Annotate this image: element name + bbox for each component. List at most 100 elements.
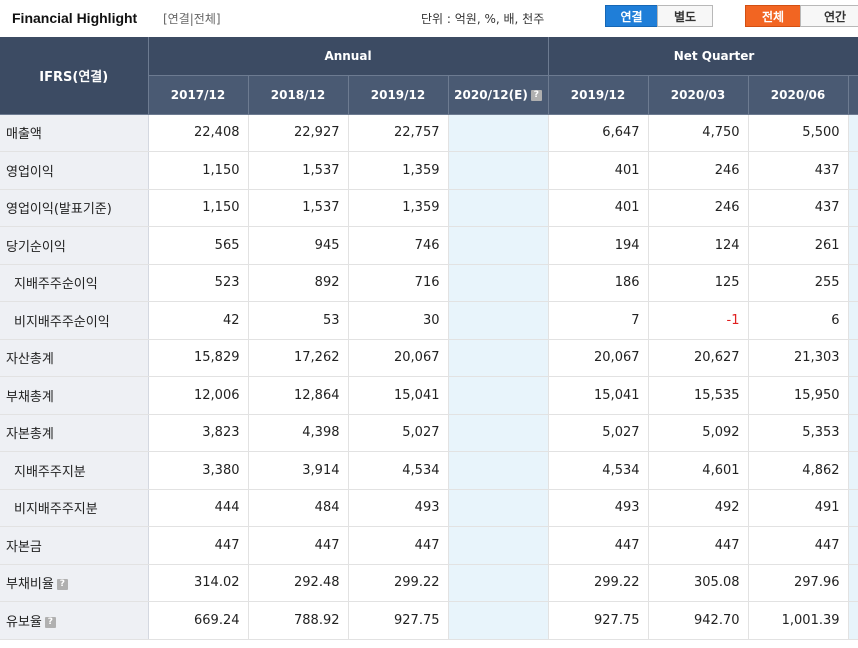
table-row: 비지배주주순이익 42 53 30 7 -1 6 <box>0 301 858 340</box>
row-label: 자본금 <box>0 526 149 565</box>
table-cell: 437 <box>748 151 849 190</box>
table-cell: 5,353 <box>748 414 849 452</box>
table-cell-overflow <box>848 264 858 302</box>
page-subtitle: [연결|전체] <box>163 12 221 26</box>
table-row: 부채비율? 314.02 292.48 299.22 299.22 305.08 297.9… <box>0 564 858 602</box>
table-cell: 6 <box>748 301 849 340</box>
table-cell: 6,647 <box>548 114 649 152</box>
table-cell: 20,627 <box>648 339 749 377</box>
table-cell: 3,823 <box>148 414 249 452</box>
toggle-annual[interactable]: 연간 <box>800 5 858 27</box>
toggle-consolidated[interactable]: 연결 <box>605 5 658 27</box>
table-cell: 292.48 <box>248 564 349 602</box>
annual-group-header: Annual <box>148 37 549 76</box>
table-cell: 401 <box>548 151 649 190</box>
table-cell: 5,500 <box>748 114 849 152</box>
page-title: Financial Highlight <box>12 10 138 26</box>
row-label-text: 당기순이익 <box>6 239 66 255</box>
column-header: 2020/03 <box>648 75 749 115</box>
table-cell: 186 <box>548 264 649 302</box>
ifrs-header: IFRS(연결) <box>0 37 149 115</box>
row-label: 자산총계 <box>0 339 149 377</box>
financial-highlight-table: IFRS(연결) Annual Net Quarter 2017/12 2018/… <box>0 37 858 640</box>
table-cell: 5,027 <box>348 414 449 452</box>
table-cell: -1 <box>648 301 749 340</box>
row-label-text: 자산총계 <box>6 352 54 368</box>
unit-label: 단위 : 억원, %, 배, 천주 <box>421 12 545 26</box>
table-cell: 246 <box>648 189 749 227</box>
table-cell-overflow <box>848 301 858 340</box>
table-cell: 299.22 <box>548 564 649 602</box>
table-cell: 492 <box>648 489 749 527</box>
row-label-text: 자본총계 <box>6 427 54 443</box>
row-label: 지배주주순이익 <box>0 264 149 302</box>
table-cell-overflow <box>848 151 858 190</box>
row-label-text: 영업이익(발표기준) <box>6 202 112 218</box>
table-row: 유보율? 669.24 788.92 927.75 927.75 942.70 1,001.… <box>0 601 858 640</box>
table-row: 지배주주지분 3,380 3,914 4,534 4,534 4,601 4,862 <box>0 451 858 490</box>
table-row: 지배주주순이익 523 892 716 186 125 255 <box>0 264 858 302</box>
row-label: 부채비율? <box>0 564 149 602</box>
column-header: 2017/12 <box>148 75 249 115</box>
table-cell: 4,534 <box>348 451 449 490</box>
table-cell: 942.70 <box>648 601 749 640</box>
help-icon[interactable]: ? <box>530 89 542 101</box>
help-icon[interactable]: ? <box>56 579 68 591</box>
table-cell: 565 <box>148 226 249 265</box>
table-cell-overflow <box>848 114 858 152</box>
column-header: 2020/12(E)? <box>448 75 549 115</box>
row-label-text: 영업이익 <box>6 164 54 180</box>
header-bar: Financial Highlight [연결|전체] 단위 : 억원, %, … <box>0 0 858 36</box>
row-label: 비지배주주지분 <box>0 489 149 527</box>
row-label-text: 비지배주주지분 <box>14 502 98 518</box>
table-cell <box>448 414 549 452</box>
table-cell: 7 <box>548 301 649 340</box>
table-cell: 125 <box>648 264 749 302</box>
table-cell: 927.75 <box>348 601 449 640</box>
table-cell: 17,262 <box>248 339 349 377</box>
help-icon[interactable]: ? <box>44 616 56 628</box>
table-cell-overflow <box>848 339 858 377</box>
column-header: 2020/06 <box>748 75 849 115</box>
quarter-group-header: Net Quarter <box>548 37 858 76</box>
table-cell: 4,534 <box>548 451 649 490</box>
row-label: 부채총계 <box>0 376 149 415</box>
column-header: 2019/12 <box>548 75 649 115</box>
table-cell: 261 <box>748 226 849 265</box>
table-row: 매출액 22,408 22,927 22,757 6,647 4,750 5,500 <box>0 114 858 152</box>
table-cell: 21,303 <box>748 339 849 377</box>
toggle-all[interactable]: 전체 <box>745 5 801 27</box>
table-cell: 4,750 <box>648 114 749 152</box>
table-cell-overflow <box>848 601 858 640</box>
table-row: 자본금 447 447 447 447 447 447 <box>0 526 858 565</box>
table-cell <box>448 226 549 265</box>
table-cell: 297.96 <box>748 564 849 602</box>
table-cell <box>448 189 549 227</box>
table-cell: 447 <box>748 526 849 565</box>
column-header-label: 2019/12 <box>370 87 426 102</box>
row-label-text: 지배주주지분 <box>14 464 86 480</box>
table-row: 비지배주주지분 444 484 493 493 492 491 <box>0 489 858 527</box>
table-cell: 22,757 <box>348 114 449 152</box>
table-cell: 20,067 <box>548 339 649 377</box>
table-cell: 1,537 <box>248 189 349 227</box>
table-cell: 447 <box>148 526 249 565</box>
table-cell: 444 <box>148 489 249 527</box>
table-cell: 53 <box>248 301 349 340</box>
table-cell: 4,601 <box>648 451 749 490</box>
table-cell: 1,150 <box>148 151 249 190</box>
table-cell-overflow <box>848 189 858 227</box>
table-cell: 20,067 <box>348 339 449 377</box>
column-header-label: 2020/12(E) <box>454 87 528 102</box>
table-cell: 447 <box>348 526 449 565</box>
table-cell <box>448 339 549 377</box>
table-cell: 945 <box>248 226 349 265</box>
row-label: 비지배주주순이익 <box>0 301 149 340</box>
table-cell: 5,027 <box>548 414 649 452</box>
table-cell <box>448 151 549 190</box>
table-cell: 30 <box>348 301 449 340</box>
table-cell: 523 <box>148 264 249 302</box>
table-cell: 194 <box>548 226 649 265</box>
row-label: 영업이익(발표기준) <box>0 189 149 227</box>
toggle-separate[interactable]: 별도 <box>657 5 713 27</box>
